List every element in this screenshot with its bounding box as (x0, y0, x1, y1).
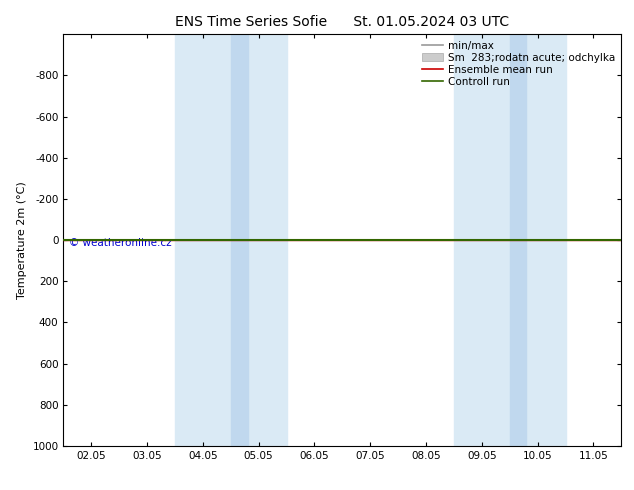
Title: ENS Time Series Sofie      St. 01.05.2024 03 UTC: ENS Time Series Sofie St. 01.05.2024 03 … (175, 15, 510, 29)
Legend: min/max, Sm  283;rodatn acute; odchylka, Ensemble mean run, Controll run: min/max, Sm 283;rodatn acute; odchylka, … (418, 36, 619, 91)
Y-axis label: Temperature 2m (°C): Temperature 2m (°C) (17, 181, 27, 299)
Bar (454, 34, 566, 446)
Bar (231, 34, 247, 446)
Text: © weatheronline.cz: © weatheronline.cz (69, 238, 172, 248)
Bar (510, 34, 526, 446)
Bar (175, 34, 287, 446)
